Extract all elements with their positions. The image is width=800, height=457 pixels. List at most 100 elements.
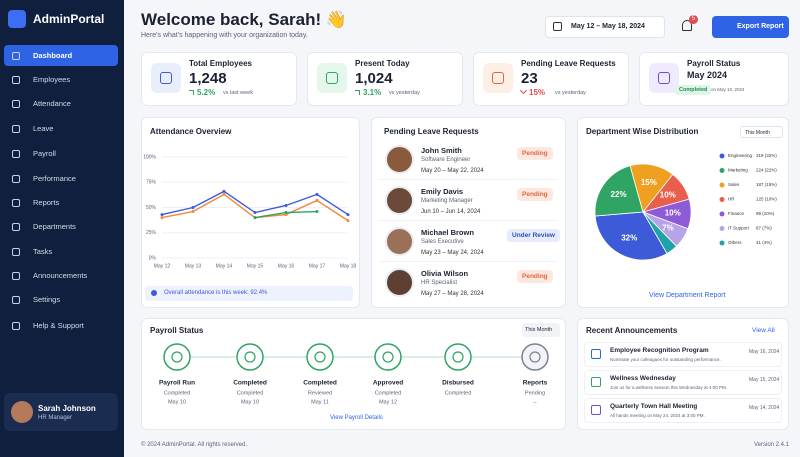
nav-item[interactable]: Help & Support	[33, 321, 84, 330]
nav-item[interactable]: Payroll	[33, 149, 56, 158]
announcement-desc: All hands meeting on May 24, 2024 at 3:0…	[610, 413, 705, 418]
nav-icon	[12, 175, 20, 183]
stat-compare: on May 10, 2024	[711, 87, 745, 92]
stat-change: 3.1%	[363, 88, 382, 97]
announcement-desc: Nominate your colleagues for outstanding…	[610, 357, 721, 362]
employee-role: HR Specialist	[421, 280, 458, 286]
avatar	[385, 186, 414, 215]
leave-dates: May 20 – May 22, 2024	[421, 168, 484, 174]
nav-icon	[12, 296, 20, 304]
leave-dates: May 23 – May 24, 2024	[421, 250, 484, 256]
announcements-link[interactable]: View All	[752, 327, 775, 334]
stat-value: May 2024	[687, 70, 728, 80]
announcement-title: Quarterly Town Hall Meeting	[610, 403, 698, 410]
nav-icon	[12, 272, 20, 280]
department-link[interactable]: View Department Report	[649, 292, 726, 299]
export-button[interactable]	[712, 16, 789, 38]
announcement-row[interactable]	[584, 342, 782, 367]
nav-item[interactable]: Leave	[33, 124, 54, 133]
date-range: May 12 – May 18, 2024	[571, 23, 645, 30]
nav-item[interactable]: Tasks	[33, 247, 53, 256]
nav-icon	[12, 76, 20, 84]
nav-item[interactable]: Attendance	[33, 99, 71, 108]
bell-icon[interactable]	[682, 20, 692, 31]
status-badge: Under Review	[507, 229, 560, 242]
attendance-note-box	[145, 286, 353, 301]
employee-role: Software Engineer	[421, 157, 471, 163]
card-title: Payroll Status	[150, 326, 204, 335]
user-name: Sarah Johnson	[38, 404, 96, 413]
payroll-link[interactable]: View Payroll Details	[330, 415, 383, 421]
nav-icon	[12, 52, 20, 60]
user-avatar	[11, 401, 33, 423]
nav-icon	[12, 322, 20, 330]
trend-arrow	[189, 90, 194, 95]
avatar	[385, 268, 414, 297]
brand: AdminPortal	[33, 12, 105, 26]
status-badge: Pending	[517, 147, 553, 160]
nav-item[interactable]: Employees	[33, 75, 71, 84]
nav-item[interactable]: Departments	[33, 222, 76, 231]
stat-change: 15%	[529, 88, 546, 97]
stat-compare: vs yesterday	[555, 90, 586, 96]
nav-icon	[12, 100, 20, 108]
announcement-row[interactable]	[584, 370, 782, 395]
stat-value: 23	[521, 70, 538, 87]
announcement-icon	[591, 405, 601, 415]
stat-value: 1,248	[189, 70, 227, 87]
attendance-note: Overall attendance is this week: 92.4%	[164, 290, 268, 296]
employee-role: Marketing Manager	[421, 198, 473, 204]
page-title: Welcome back, Sarah! 👋	[141, 10, 348, 29]
stat-icon	[483, 63, 513, 93]
announcement-date: May 16, 2024	[749, 349, 780, 355]
announcement-desc: Join us for a wellness session this Wedn…	[610, 385, 727, 390]
page-subtitle: Here's what's happening with your organi…	[141, 32, 308, 39]
nav-icon	[12, 199, 20, 207]
employee-name: John Smith	[421, 146, 462, 155]
nav-item[interactable]: Performance	[33, 174, 76, 183]
employee-name: Olivia Wilson	[421, 269, 469, 278]
stat-icon	[649, 63, 679, 93]
card-title: Attendance Overview	[150, 127, 232, 136]
announcement-icon	[591, 377, 601, 387]
status-badge: Pending	[517, 270, 553, 283]
card-title: Pending Leave Requests	[384, 127, 479, 136]
stat-glyph	[658, 72, 670, 84]
stat-compare: vs yesterday	[389, 90, 420, 96]
divider	[380, 220, 557, 221]
avatar	[385, 227, 414, 256]
nav-item[interactable]: Reports	[33, 198, 60, 207]
leave-dates: Jun 10 – Jun 14, 2024	[421, 209, 481, 215]
avatar	[385, 145, 414, 174]
nav-item[interactable]: Announcements	[33, 271, 88, 280]
announcement-row[interactable]	[584, 398, 782, 423]
date-picker[interactable]	[545, 16, 665, 38]
department-filter[interactable]: This Month	[740, 126, 783, 138]
stat-icon	[151, 63, 181, 93]
stat-label: Pending Leave Requests	[521, 59, 616, 68]
stat-label: Payroll Status	[687, 59, 741, 68]
stat-glyph	[492, 72, 504, 84]
stat-change: 5.2%	[197, 88, 216, 97]
nav-item[interactable]: Dashboard	[33, 51, 73, 60]
payroll-card	[141, 318, 566, 430]
sidebar	[0, 0, 124, 457]
payroll-filter[interactable]: This Month	[522, 323, 560, 337]
stat-glyph	[160, 72, 172, 84]
employee-name: Emily Davis	[421, 187, 464, 196]
nav-item[interactable]: Settings	[33, 295, 61, 304]
announcement-date: May 15, 2024	[749, 377, 780, 383]
stat-icon	[317, 63, 347, 93]
employee-name: Michael Brown	[421, 228, 474, 237]
announcement-title: Employee Recognition Program	[610, 347, 709, 354]
stat-glyph	[326, 72, 338, 84]
export-label: Export Report	[737, 23, 784, 30]
stat-label: Present Today	[355, 59, 410, 68]
user-role: HR Manager	[38, 415, 73, 421]
department-card	[577, 117, 789, 308]
divider	[380, 179, 557, 180]
announcement-title: Wellness Wednesday	[610, 375, 676, 382]
status-badge: Pending	[517, 188, 553, 201]
